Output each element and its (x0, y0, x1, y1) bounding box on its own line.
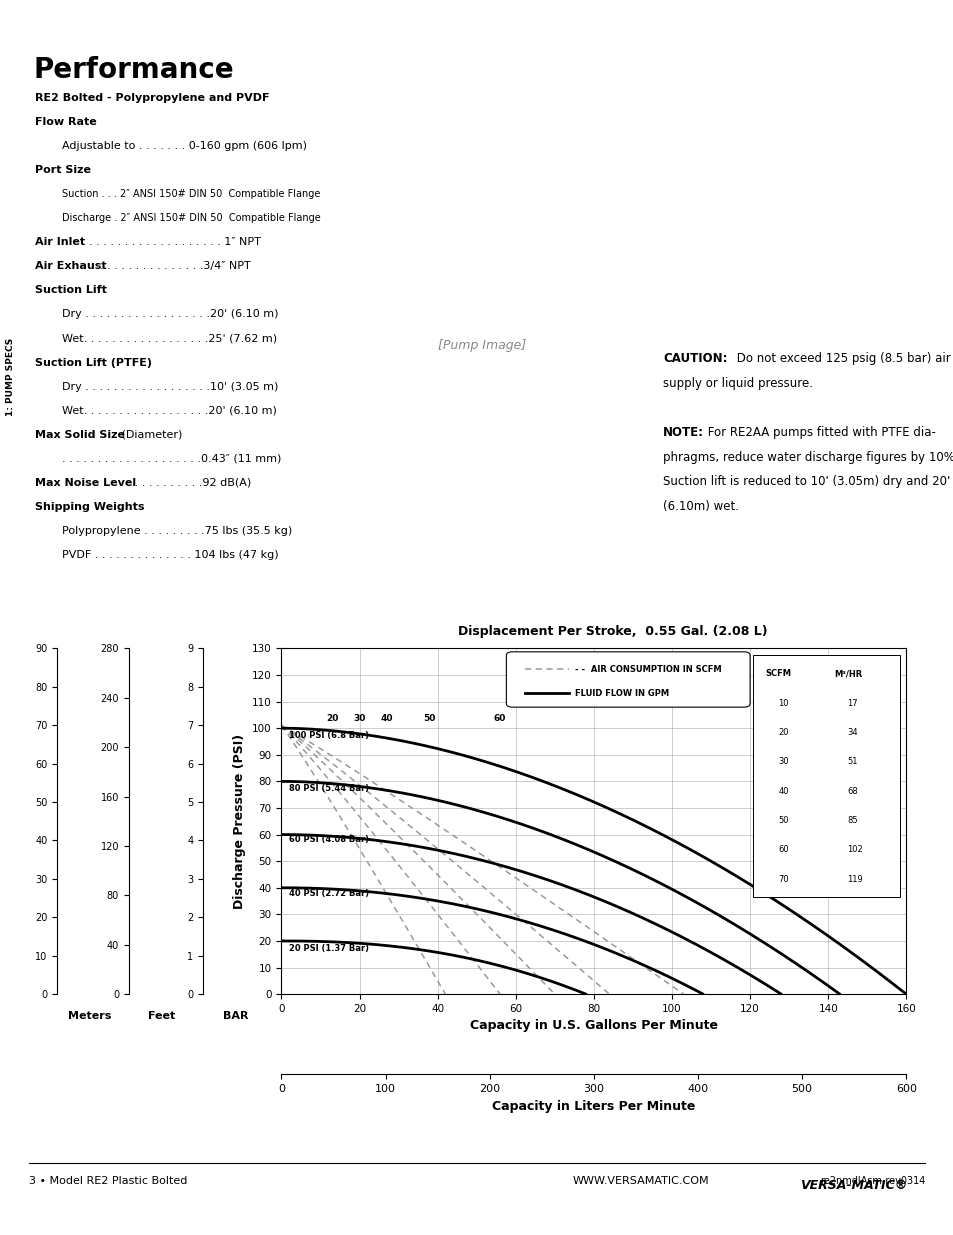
Text: 50: 50 (423, 714, 436, 722)
Text: 34: 34 (846, 727, 857, 737)
Text: 102: 102 (846, 846, 862, 855)
Text: 20 PSI (1.37 Bar): 20 PSI (1.37 Bar) (289, 944, 369, 953)
Text: Port Size: Port Size (35, 164, 91, 175)
Text: 68: 68 (846, 787, 857, 795)
Text: 40: 40 (380, 714, 393, 722)
Text: Performance: Performance (33, 56, 233, 84)
Text: . . . . . . . . . . .92 dB(A): . . . . . . . . . . .92 dB(A) (124, 478, 251, 488)
Text: BAR: BAR (223, 1011, 248, 1021)
Text: Flow Rate: Flow Rate (35, 117, 97, 127)
Text: - -  AIR CONSUMPTION IN SCFM: - - AIR CONSUMPTION IN SCFM (575, 664, 721, 673)
Text: Air Inlet: Air Inlet (35, 237, 86, 247)
Text: 40 PSI (2.72 Bar): 40 PSI (2.72 Bar) (289, 889, 369, 898)
Text: Adjustable to . . . . . . . 0-160 gpm (606 lpm): Adjustable to . . . . . . . 0-160 gpm (6… (62, 141, 307, 151)
Text: Max Solid Size: Max Solid Size (35, 430, 125, 440)
Text: Air Exhaust: Air Exhaust (35, 261, 107, 272)
Text: re2nmdlAsm-rev0314: re2nmdlAsm-rev0314 (820, 1176, 924, 1186)
X-axis label: Capacity in U.S. Gallons Per Minute: Capacity in U.S. Gallons Per Minute (470, 1019, 717, 1032)
Text: SCFM: SCFM (765, 669, 791, 678)
Text: NOTE:: NOTE: (662, 426, 703, 440)
Text: Feet: Feet (148, 1011, 174, 1021)
Text: RE2 Bolted - Polypropylene and PVDF: RE2 Bolted - Polypropylene and PVDF (35, 93, 270, 103)
Text: 85: 85 (846, 816, 857, 825)
Text: (6.10m) wet.: (6.10m) wet. (662, 500, 739, 514)
Text: Suction lift is reduced to 10' (3.05m) dry and 20': Suction lift is reduced to 10' (3.05m) d… (662, 475, 949, 489)
Y-axis label: Discharge Pressure (PSI): Discharge Pressure (PSI) (233, 734, 246, 909)
Text: . . . . . . . . . . . . . . . . . . . 1″ NPT: . . . . . . . . . . . . . . . . . . . 1″… (89, 237, 260, 247)
Text: 10: 10 (778, 699, 788, 708)
Text: 119: 119 (846, 874, 862, 884)
Text: 20: 20 (778, 727, 788, 737)
Text: Polypropylene . . . . . . . . .75 lbs (35.5 kg): Polypropylene . . . . . . . . .75 lbs (3… (62, 526, 292, 536)
Text: 70: 70 (778, 874, 788, 884)
Text: WWW.VERSAMATIC.COM: WWW.VERSAMATIC.COM (572, 1176, 708, 1186)
Text: Dry . . . . . . . . . . . . . . . . . .10' (3.05 m): Dry . . . . . . . . . . . . . . . . . .1… (62, 382, 278, 391)
Text: 60: 60 (778, 846, 788, 855)
Text: 60 PSI (4.08 Bar): 60 PSI (4.08 Bar) (289, 835, 369, 844)
Text: CAUTION:: CAUTION: (662, 352, 727, 366)
Text: Meters: Meters (68, 1011, 112, 1021)
Text: 51: 51 (846, 757, 857, 766)
Text: Do not exceed 125 psig (8.5 bar) air: Do not exceed 125 psig (8.5 bar) air (732, 352, 949, 366)
FancyBboxPatch shape (506, 652, 749, 708)
Text: Suction Lift: Suction Lift (35, 285, 107, 295)
Text: 17: 17 (846, 699, 857, 708)
Text: 80 PSI (5.44 Bar): 80 PSI (5.44 Bar) (289, 784, 369, 793)
Text: 30: 30 (778, 757, 788, 766)
Text: 30: 30 (353, 714, 365, 722)
Text: supply or liquid pressure.: supply or liquid pressure. (662, 377, 812, 390)
Text: 20: 20 (326, 714, 338, 722)
Text: Shipping Weights: Shipping Weights (35, 501, 145, 513)
Text: For RE2AA pumps fitted with PTFE dia-: For RE2AA pumps fitted with PTFE dia- (703, 426, 935, 440)
Text: Max Noise Level: Max Noise Level (35, 478, 136, 488)
Text: (Diameter): (Diameter) (118, 430, 182, 440)
Text: 60: 60 (494, 714, 506, 722)
Text: Wet. . . . . . . . . . . . . . . . . .25' (7.62 m): Wet. . . . . . . . . . . . . . . . . .25… (62, 333, 276, 343)
Text: M³/HR: M³/HR (834, 669, 862, 678)
Text: 100 PSI (6.8 Bar): 100 PSI (6.8 Bar) (289, 731, 369, 740)
Text: Discharge . 2″ ANSI 150# DIN 50  Compatible Flange: Discharge . 2″ ANSI 150# DIN 50 Compatib… (62, 212, 320, 224)
Text: phragms, reduce water discharge figures by 10%.: phragms, reduce water discharge figures … (662, 451, 953, 464)
Text: 40: 40 (778, 787, 788, 795)
Text: 3 • Model RE2 Plastic Bolted: 3 • Model RE2 Plastic Bolted (29, 1176, 187, 1186)
Text: Suction . . . 2″ ANSI 150# DIN 50  Compatible Flange: Suction . . . 2″ ANSI 150# DIN 50 Compat… (62, 189, 320, 199)
Text: Displacement Per Stroke,  0.55 Gal. (2.08 L): Displacement Per Stroke, 0.55 Gal. (2.08… (457, 625, 767, 638)
Text: FLUID FLOW IN GPM: FLUID FLOW IN GPM (575, 689, 669, 698)
Text: Suction Lift (PTFE): Suction Lift (PTFE) (35, 357, 152, 368)
Text: . . . . . . . . . . . . . . . . . . . .0.43″ (11 mm): . . . . . . . . . . . . . . . . . . . .0… (62, 453, 281, 464)
Text: 50: 50 (778, 816, 788, 825)
FancyBboxPatch shape (753, 656, 899, 898)
Text: Dry . . . . . . . . . . . . . . . . . .20' (6.10 m): Dry . . . . . . . . . . . . . . . . . .2… (62, 309, 278, 320)
Text: 1: PUMP SPECS: 1: PUMP SPECS (6, 337, 15, 416)
X-axis label: Capacity in Liters Per Minute: Capacity in Liters Per Minute (492, 1099, 695, 1113)
Text: PVDF . . . . . . . . . . . . . . 104 lbs (47 kg): PVDF . . . . . . . . . . . . . . 104 lbs… (62, 550, 278, 561)
Text: [Pump Image]: [Pump Image] (437, 340, 525, 352)
Text: . . . . . . . . . . . . . . .3/4″ NPT: . . . . . . . . . . . . . . .3/4″ NPT (100, 261, 251, 272)
Text: VERSA-MATIC®: VERSA-MATIC® (800, 1179, 906, 1192)
Text: Wet. . . . . . . . . . . . . . . . . .20' (6.10 m): Wet. . . . . . . . . . . . . . . . . .20… (62, 405, 276, 416)
